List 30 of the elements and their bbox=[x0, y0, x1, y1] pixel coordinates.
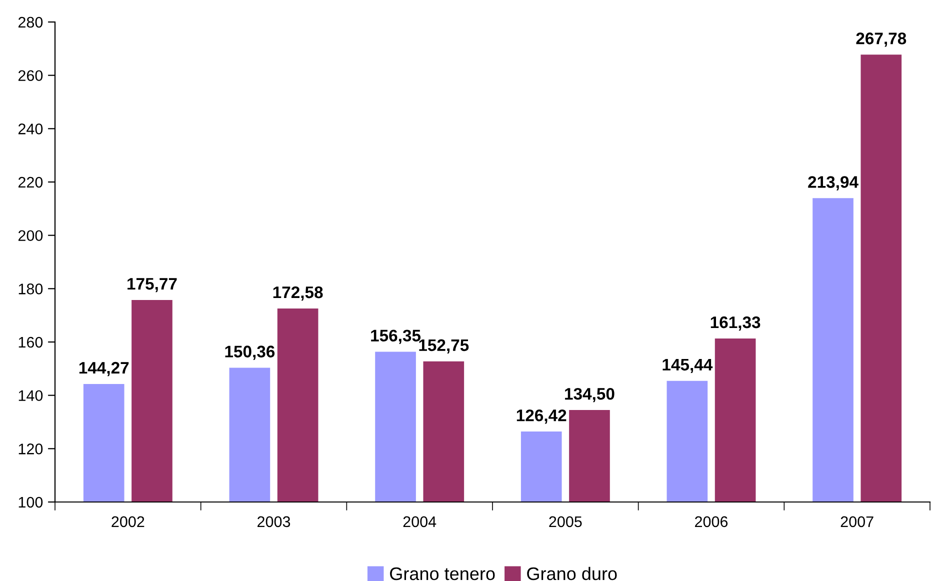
data-label: 126,42 bbox=[516, 410, 566, 424]
legend-label: Grano tenero bbox=[390, 567, 495, 580]
y-tick-label: 260 bbox=[18, 70, 43, 82]
y-tick-label: 140 bbox=[18, 390, 43, 402]
data-label: 144,27 bbox=[79, 362, 129, 376]
x-tick-label: 2005 bbox=[549, 516, 582, 528]
data-label: 161,33 bbox=[710, 316, 760, 331]
data-label: 150,36 bbox=[225, 346, 275, 360]
y-tick-label: 180 bbox=[18, 284, 43, 294]
data-label: 134,50 bbox=[565, 388, 614, 402]
data-label: 213,94 bbox=[808, 176, 858, 190]
data-label: 152,75 bbox=[419, 339, 469, 354]
y-tick-label: 280 bbox=[18, 16, 43, 28]
y-tick-label: 220 bbox=[18, 176, 43, 188]
y-tick-label: 200 bbox=[18, 230, 43, 242]
data-label: 267,78 bbox=[856, 32, 906, 47]
y-tick-label: 120 bbox=[18, 444, 43, 454]
data-label: 145,44 bbox=[662, 358, 713, 374]
x-tick-label: 2002 bbox=[112, 516, 144, 528]
data-label: 156,35 bbox=[371, 330, 421, 344]
y-tick-label: 160 bbox=[18, 336, 43, 348]
y-tick-label: 240 bbox=[18, 124, 43, 134]
x-tick-label: 2003 bbox=[258, 516, 290, 528]
data-label: 172,58 bbox=[273, 286, 323, 301]
data-label: 175,77 bbox=[128, 278, 177, 292]
x-tick-label: 2004 bbox=[403, 516, 436, 528]
x-tick-label: 2007 bbox=[840, 516, 874, 528]
y-tick-label: 100 bbox=[18, 496, 43, 508]
legend-label: Grano duro bbox=[527, 566, 617, 580]
x-tick-label: 2006 bbox=[695, 516, 728, 528]
